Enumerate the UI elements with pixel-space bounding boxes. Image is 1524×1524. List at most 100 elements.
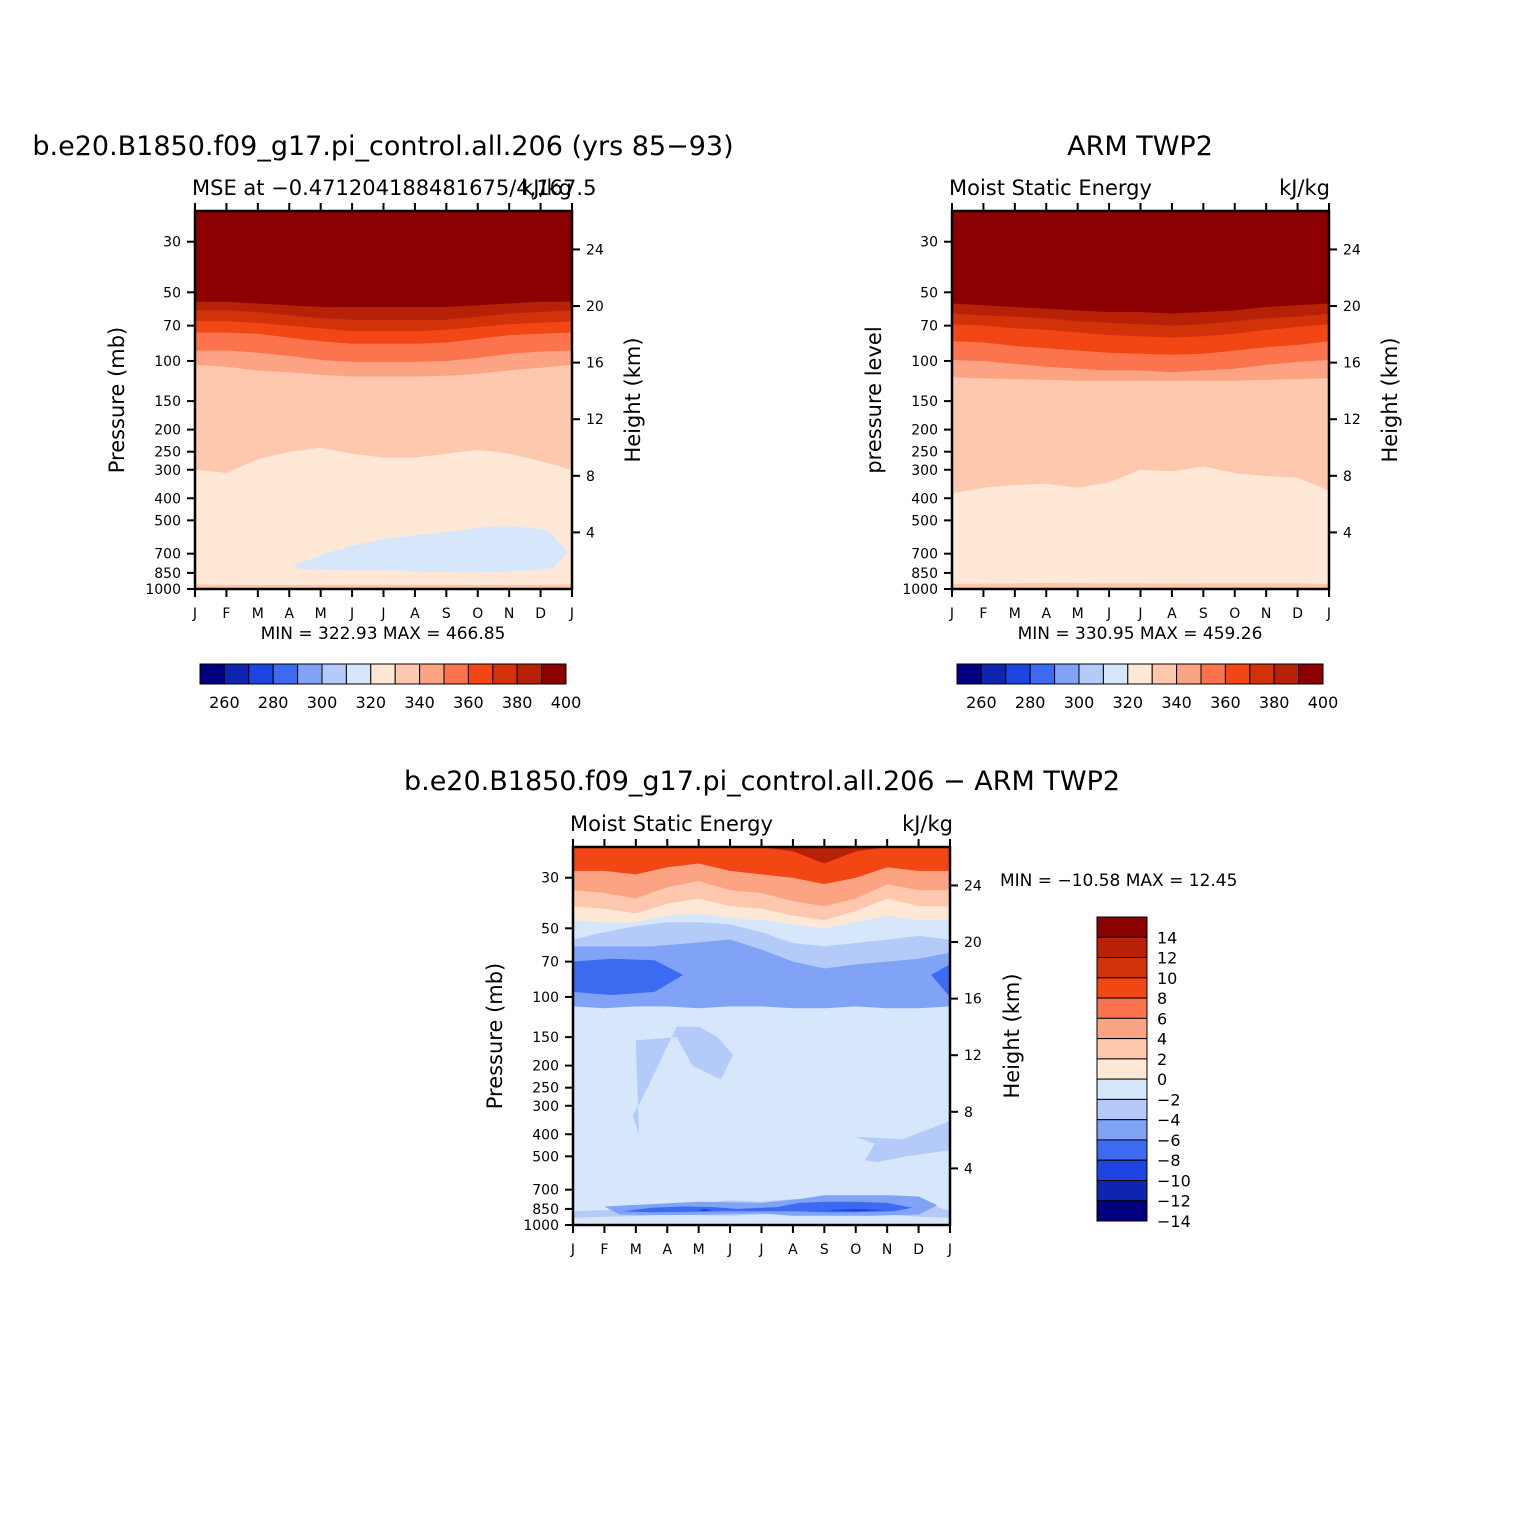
pressure-tick-label: 100	[532, 990, 559, 1006]
colorbar-swatch	[1096, 1017, 1148, 1040]
month-tick-label: J	[570, 1242, 575, 1258]
panel1-contour-plot	[195, 211, 572, 589]
colorbar-swatch	[1029, 663, 1056, 685]
month-tick-label: J	[1106, 606, 1111, 622]
colorbar-swatch	[419, 663, 445, 685]
pressure-tick-label: 70	[920, 319, 938, 335]
colorbar-swatch	[1096, 1038, 1148, 1060]
month-tick-label: D	[1292, 606, 1303, 622]
colorbar-swatch	[1151, 663, 1178, 685]
colorbar-label: 280	[1015, 693, 1046, 712]
colorbar-label: 10	[1157, 969, 1177, 988]
colorbar-label: 6	[1157, 1009, 1167, 1028]
pressure-tick-label: 400	[911, 491, 938, 507]
pressure-tick-label: 30	[163, 235, 181, 251]
month-tick-label: M	[693, 1242, 705, 1258]
colorbar-swatch	[1096, 1078, 1148, 1100]
colorbar-label: 380	[1259, 693, 1290, 712]
colorbar-label: 360	[1210, 693, 1241, 712]
pressure-tick-label: 200	[154, 423, 181, 439]
panel2-subtitle-left: Moist Static Energy	[949, 176, 1152, 200]
colorbar-label: 4	[1157, 1030, 1167, 1049]
colorbar-label: −2	[1157, 1090, 1181, 1109]
pressure-tick-label: 1000	[523, 1218, 559, 1234]
month-tick-label: J	[947, 1242, 952, 1258]
month-tick-label: D	[535, 606, 546, 622]
pressure-tick-label: 500	[154, 513, 181, 529]
colorbar-swatch	[1005, 663, 1031, 685]
panel3-ylabel: Pressure (mb)	[483, 963, 507, 1110]
pressure-tick-label: 50	[920, 285, 938, 301]
panel1-ylabel-right: Height (km)	[621, 337, 645, 462]
panel2-contour-band	[952, 211, 1329, 314]
pressure-tick-label: 300	[911, 463, 938, 479]
colorbar-label: 0	[1157, 1070, 1167, 1089]
colorbar-label: 320	[1113, 693, 1144, 712]
month-tick-label: A	[1041, 606, 1051, 622]
colorbar-swatch	[1096, 1180, 1148, 1202]
colorbar-swatch	[223, 663, 250, 685]
pressure-tick-label: 250	[532, 1081, 559, 1097]
month-tick-label: A	[284, 606, 294, 622]
pressure-tick-label: 850	[911, 566, 938, 582]
colorbar-label: 400	[1308, 693, 1339, 712]
panel3-min-max: MIN = −10.58 MAX = 12.45	[1000, 871, 1237, 891]
colorbar-swatch	[1224, 663, 1251, 685]
pressure-tick-label: 100	[911, 354, 938, 370]
month-tick-label: A	[1167, 606, 1177, 622]
pressure-tick-label: 100	[154, 354, 181, 370]
month-tick-label: M	[1009, 606, 1021, 622]
panel1-contour-band	[195, 211, 572, 307]
colorbar-swatch	[492, 663, 518, 685]
height-tick-label: 16	[586, 356, 604, 372]
colorbar-swatch	[1102, 663, 1129, 685]
colorbar-swatch	[345, 663, 372, 685]
panel3-contour-feature	[698, 1208, 712, 1212]
colorbar-swatch	[1096, 936, 1148, 959]
month-tick-label: O	[850, 1242, 861, 1258]
pressure-tick-label: 500	[911, 513, 938, 529]
pressure-tick-label: 1000	[902, 582, 938, 598]
month-tick-label: J	[192, 606, 197, 622]
colorbar-swatch	[1200, 663, 1226, 685]
colorbar-swatch	[1127, 663, 1153, 685]
pressure-tick-label: 300	[154, 463, 181, 479]
colorbar-label: 260	[966, 693, 997, 712]
panel3-title: b.e20.B1850.f09_g17.pi_control.all.206 −…	[404, 766, 1120, 797]
colorbar-label: 360	[453, 693, 484, 712]
month-tick-label: F	[222, 606, 230, 622]
colorbar-swatch	[516, 663, 543, 685]
pressure-tick-label: 850	[532, 1202, 559, 1218]
panel3-ylabel-right: Height (km)	[1000, 973, 1024, 1098]
height-tick-label: 8	[1343, 469, 1352, 485]
pressure-tick-label: 250	[154, 445, 181, 461]
panel1-title: b.e20.B1850.f09_g17.pi_control.all.206 (…	[32, 131, 733, 162]
panel1-ylabel: Pressure (mb)	[105, 327, 129, 474]
colorbar-label: 8	[1157, 989, 1167, 1008]
colorbar-label: 380	[502, 693, 533, 712]
month-tick-label: J	[727, 1242, 732, 1258]
colorbar-swatch	[1249, 663, 1275, 685]
height-tick-label: 4	[586, 525, 595, 541]
colorbar-swatch	[980, 663, 1007, 685]
colorbar-label: 12	[1157, 949, 1177, 968]
pressure-tick-label: 700	[532, 1183, 559, 1199]
panel2-colorbar: 260 280 300 320 340 360 380 400	[956, 663, 1339, 712]
height-tick-label: 12	[586, 412, 604, 428]
pressure-tick-label: 1000	[145, 582, 181, 598]
colorbar-label: 14	[1157, 928, 1177, 947]
colorbar-swatch	[1078, 663, 1104, 685]
colorbar-swatch	[370, 663, 396, 685]
month-tick-label: A	[410, 606, 420, 622]
colorbar-swatch	[272, 663, 299, 685]
panel3-contour-feature	[573, 939, 950, 1009]
colorbar-swatch	[199, 663, 225, 685]
panel3-contour-band	[573, 847, 950, 885]
panel3-subtitle-right: kJ/kg	[902, 812, 953, 836]
colorbar-swatch	[1096, 916, 1148, 938]
pressure-tick-label: 500	[532, 1149, 559, 1165]
panel2-title: ARM TWP2	[1067, 131, 1213, 162]
colorbar-swatch	[1096, 1058, 1148, 1080]
